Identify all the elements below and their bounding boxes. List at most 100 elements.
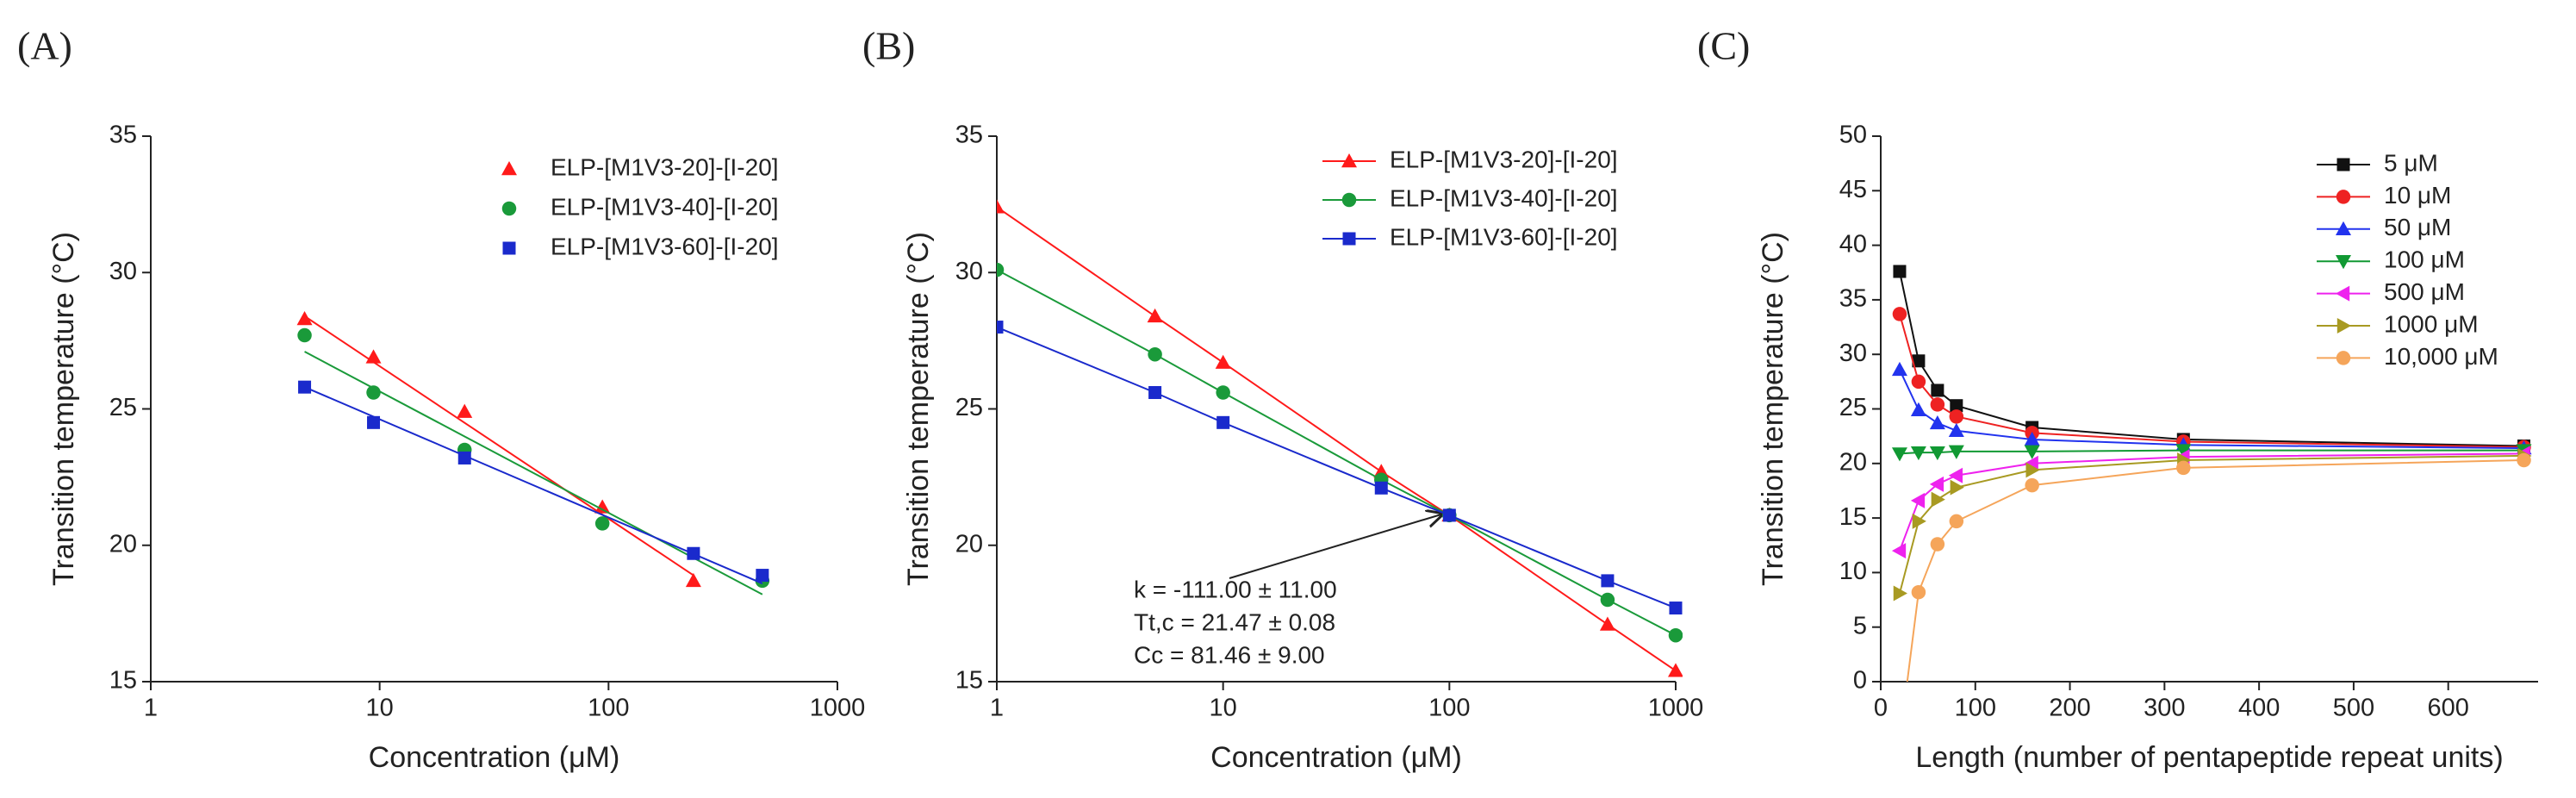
x-axis-label: Length (number of pentapeptide repeat un… [1915, 741, 2503, 774]
marker [1669, 602, 1683, 615]
y-tick-label: 30 [1839, 340, 1867, 367]
marker [1910, 492, 1926, 508]
marker [2336, 255, 2351, 270]
legend-label: 50 μM [2384, 214, 2451, 240]
marker [1215, 354, 1231, 369]
marker [1911, 374, 1926, 390]
x-axis-label: Concentration (μM) [369, 741, 620, 774]
y-tick-label: 35 [109, 122, 137, 149]
marker [2336, 158, 2350, 171]
marker [1950, 399, 1963, 413]
marker [1442, 508, 1456, 522]
x-tick-label: 100 [588, 695, 629, 722]
y-tick-label: 45 [1839, 176, 1867, 203]
legend-label: ELP-[M1V3-20]-[I-20] [551, 153, 779, 180]
marker [1910, 446, 1926, 461]
marker [1950, 479, 1964, 496]
marker [1891, 543, 1907, 559]
marker [1341, 153, 1357, 168]
marker [594, 499, 611, 514]
y-tick-label: 20 [955, 530, 983, 558]
y-axis-label: Transition temperature (°C) [1757, 232, 1789, 586]
legend-label: ELP-[M1V3-60]-[I-20] [1390, 223, 1618, 250]
marker [1931, 383, 1944, 397]
y-axis-label: Transition temperature (°C) [902, 232, 935, 586]
annotation: k = -111.00 ± 11.00 [1134, 576, 1337, 602]
marker [1893, 734, 1907, 749]
legend-label: 1000 μM [2384, 310, 2479, 337]
marker [2517, 452, 2531, 468]
y-axis-label: Transition temperature (°C) [47, 232, 80, 586]
marker [1948, 467, 1963, 483]
y-tick-label: 15 [109, 667, 137, 695]
legend-label: ELP-[M1V3-20]-[I-20] [1390, 146, 1618, 172]
marker [1601, 574, 1615, 588]
marker [1892, 307, 1907, 321]
y-tick-label: 50 [1839, 122, 1867, 149]
marker [1668, 627, 1683, 643]
x-axis-label: Concentration (μM) [1210, 741, 1462, 774]
marker [2175, 444, 2192, 458]
x-tick-label: 400 [2238, 695, 2280, 722]
legend-label: 10 μM [2384, 182, 2451, 209]
x-tick-label: 1000 [810, 695, 866, 722]
marker [1949, 514, 1964, 529]
y-tick-label: 30 [109, 258, 137, 285]
legend-label: 100 μM [2384, 246, 2465, 273]
x-tick-label: 10 [366, 695, 394, 722]
marker [2025, 462, 2040, 478]
marker [1910, 402, 1926, 416]
series-line [997, 326, 1677, 609]
annotation: Tt,c = 21.47 ± 0.08 [1134, 608, 1335, 635]
marker [1148, 346, 1162, 362]
marker [297, 327, 312, 343]
legend-label: 500 μM [2384, 278, 2465, 305]
marker [1930, 537, 1945, 552]
marker [2336, 221, 2351, 235]
marker [501, 201, 517, 216]
marker [687, 546, 700, 560]
marker [1929, 415, 1945, 430]
marker [1374, 481, 1388, 495]
y-tick-label: 25 [955, 394, 983, 421]
y-tick-label: 10 [1839, 558, 1867, 585]
marker [685, 572, 701, 588]
marker [2336, 285, 2350, 302]
marker [1891, 361, 1907, 377]
marker [365, 349, 382, 364]
marker [1893, 265, 1907, 278]
marker [1600, 592, 1615, 608]
marker [2176, 460, 2191, 476]
series-line [1899, 369, 2524, 450]
y-tick-label: 0 [1853, 667, 1867, 695]
series-line [1899, 452, 2524, 552]
marker [1930, 397, 1945, 412]
panel-label: (C) [1697, 24, 1750, 68]
marker [2336, 190, 2351, 204]
legend-label: ELP-[M1V3-60]-[I-20] [551, 233, 779, 259]
marker [296, 311, 313, 326]
marker [2025, 477, 2039, 493]
x-tick-label: 1 [144, 695, 158, 722]
x-tick-label: 200 [2049, 695, 2090, 722]
marker [1216, 415, 1230, 429]
marker [1342, 232, 1356, 246]
y-tick-label: 30 [955, 258, 983, 285]
marker [2336, 318, 2351, 334]
x-tick-label: 500 [2333, 695, 2374, 722]
legend-label: ELP-[M1V3-40]-[I-20] [551, 193, 779, 220]
y-tick-label: 35 [955, 122, 983, 149]
marker [1599, 616, 1615, 631]
marker [997, 262, 1005, 277]
panel-label: (B) [862, 24, 915, 68]
marker [1147, 308, 1163, 323]
marker [1668, 663, 1683, 677]
y-tick-label: 20 [109, 530, 137, 558]
marker [2024, 445, 2040, 459]
legend-label: 10,000 μM [2384, 343, 2498, 370]
y-tick-label: 20 [1839, 448, 1867, 476]
marker [1929, 446, 1945, 461]
annotation-arrow [1229, 514, 1444, 579]
marker [1893, 585, 1907, 602]
y-tick-label: 15 [1839, 503, 1867, 531]
